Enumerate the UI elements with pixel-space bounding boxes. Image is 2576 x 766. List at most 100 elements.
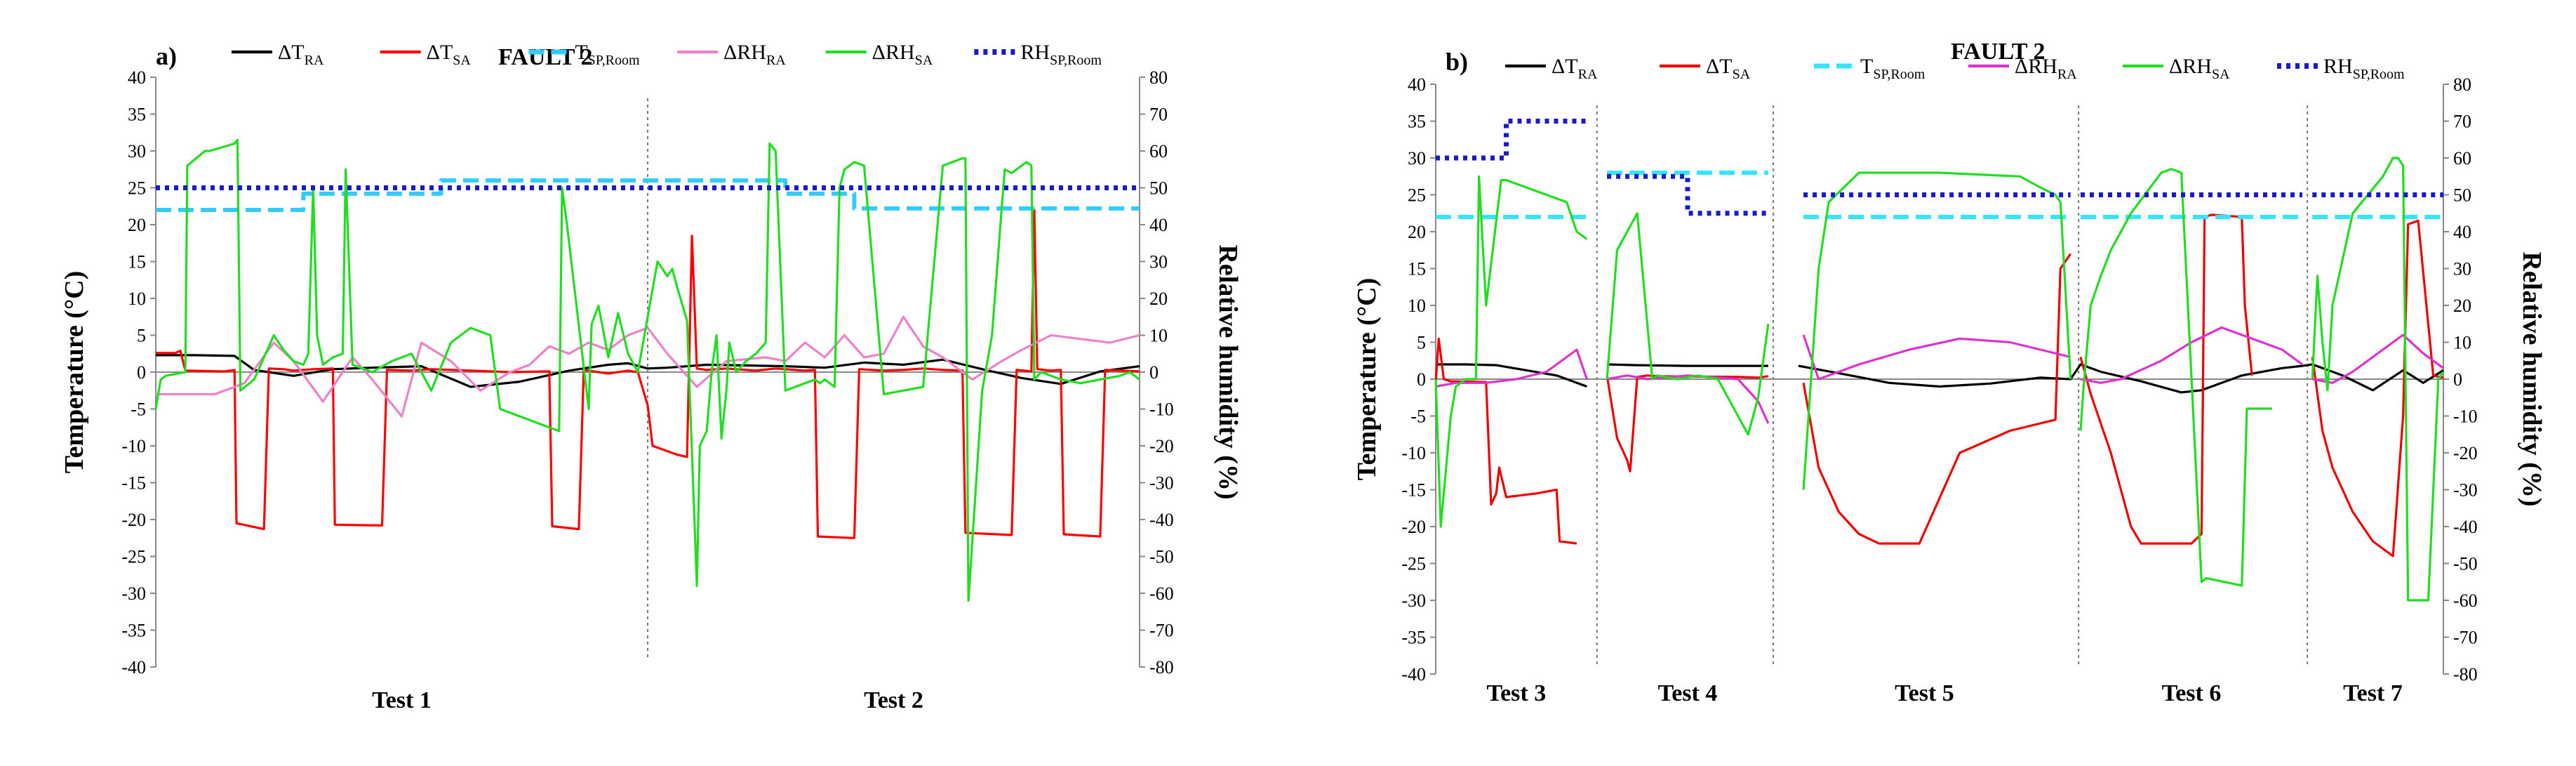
- y2-axis-label: Relative humidity (%): [1213, 244, 1243, 499]
- legend-label-dTRA: ΔTRA: [278, 41, 324, 68]
- series-line-RHSP: [1436, 119, 2443, 216]
- legend-label-dRHRA: ΔRHRA: [723, 41, 786, 68]
- y-tick-label: -10: [1401, 443, 1426, 463]
- y-tick-label: 30: [1408, 148, 1426, 169]
- legend-label-dTRA: ΔTRA: [1551, 55, 1598, 82]
- y2-tick-label: -60: [2453, 590, 2478, 611]
- legend-label-dTSA: ΔTSA: [427, 41, 472, 68]
- y2-tick-label: -50: [1149, 547, 1174, 567]
- y-tick-label: 35: [128, 105, 146, 125]
- y-tick-label: -25: [121, 547, 146, 567]
- y2-tick-label: -10: [1149, 399, 1174, 420]
- y-tick-label: -5: [131, 399, 146, 420]
- y2-tick-label: -20: [2453, 443, 2478, 463]
- y2-tick-label: 20: [1149, 289, 1168, 309]
- y-tick-label: -40: [121, 657, 146, 678]
- y2-tick-label: 30: [2453, 259, 2471, 279]
- y-tick-label: -35: [121, 621, 146, 641]
- y-tick-label: 15: [1408, 259, 1426, 279]
- legend-label-dRHSA: ΔRHSA: [872, 41, 933, 68]
- test-label: Test 2: [864, 687, 923, 713]
- y2-tick-label: -30: [1149, 473, 1174, 494]
- y2-tick-label: -30: [2453, 480, 2478, 501]
- panel-label: b): [1446, 48, 1468, 76]
- test-label: Test 3: [1487, 680, 1547, 706]
- y2-tick-label: -10: [2453, 407, 2478, 427]
- legend-label-RHSP: RHSP,Room: [1020, 41, 1102, 68]
- y2-tick-label: -50: [2453, 554, 2478, 574]
- legend-label-RHSP: RHSP,Room: [2323, 55, 2405, 82]
- series-line-dRHRA: [1435, 326, 2444, 424]
- y-tick-label: -20: [121, 510, 146, 530]
- y2-tick-label: 20: [2453, 296, 2471, 316]
- series-line-TSP: [1436, 171, 2443, 219]
- y2-tick-label: 60: [1149, 141, 1168, 161]
- test-label: Test 1: [372, 687, 432, 713]
- y-tick-label: 15: [128, 252, 146, 272]
- chart-panel-a: a) FAULT 2 Temperature (°C) Relative hum…: [60, 41, 1243, 713]
- y2-axis-label: Relative humidity (%): [2517, 251, 2547, 506]
- series-line-TSP: [156, 178, 1140, 212]
- panel-label: a): [156, 42, 177, 70]
- y-tick-label: 20: [1408, 222, 1426, 242]
- y-tick-label: 10: [128, 289, 146, 309]
- y2-tick-label: 0: [2453, 369, 2462, 390]
- y-tick-label: 35: [1408, 112, 1426, 132]
- y-tick-label: 25: [1408, 185, 1426, 206]
- test-label: Test 6: [2162, 680, 2222, 706]
- y2-tick-label: 50: [2453, 185, 2471, 206]
- y2-tick-label: 40: [2453, 222, 2471, 242]
- y-tick-label: -20: [1401, 517, 1426, 537]
- series-line-dRHSA: [154, 138, 1140, 602]
- y-tick-label: 40: [128, 67, 146, 88]
- y2-tick-label: 60: [2453, 148, 2471, 169]
- series-line-dRHRA: [156, 315, 1140, 418]
- test-label: Test 7: [2343, 680, 2403, 706]
- y-tick-label: 5: [1417, 333, 1426, 353]
- y-tick-label: -10: [121, 436, 146, 456]
- series-line-dTSA: [156, 209, 1140, 539]
- y-tick-label: -30: [1401, 590, 1426, 611]
- y2-tick-label: -70: [2453, 628, 2478, 648]
- y2-tick-label: -20: [1149, 436, 1174, 456]
- series-line-dTRA: [156, 354, 1140, 388]
- y-tick-label: 25: [128, 178, 146, 199]
- y2-tick-label: 10: [2453, 333, 2471, 353]
- chart-title: FAULT 2: [1951, 39, 2045, 65]
- chart-title: FAULT 2: [498, 44, 592, 70]
- y-tick-label: -30: [121, 583, 146, 604]
- chart-panel-b: b) FAULT 2 Temperature (°C) Relative hum…: [1352, 39, 2547, 706]
- legend-label-TSP: TSP,Room: [1860, 55, 1926, 82]
- series-line-dTSA: [1434, 213, 2444, 557]
- y-tick-label: -40: [1401, 664, 1426, 685]
- legend-label-dRHSA: ΔRHSA: [2169, 55, 2230, 82]
- y-tick-label: -35: [1401, 628, 1426, 648]
- y-tick-label: 30: [128, 141, 146, 161]
- test-label: Test 5: [1895, 680, 1954, 706]
- y2-tick-label: 80: [2453, 74, 2471, 95]
- legend-label-TSP: TSP,Room: [575, 41, 640, 68]
- legend-label-dRHRA: ΔRHRA: [2015, 55, 2077, 82]
- y2-tick-label: -80: [2453, 664, 2478, 685]
- y-tick-label: -5: [1410, 407, 1426, 427]
- y-tick-label: -15: [121, 473, 146, 494]
- y-tick-label: 40: [1408, 74, 1426, 95]
- series-line-dTRA: [1436, 363, 2444, 394]
- y2-tick-label: 0: [1149, 362, 1159, 383]
- y-axis-label: Temperature (°C): [1352, 278, 1382, 481]
- y-axis-label: Temperature (°C): [60, 271, 89, 474]
- y-tick-label: 5: [137, 326, 146, 346]
- test-label: Test 4: [1658, 680, 1718, 706]
- y2-tick-label: 40: [1149, 215, 1168, 235]
- y2-tick-label: -40: [1149, 510, 1174, 530]
- y2-tick-label: 50: [1149, 178, 1168, 199]
- y2-tick-label: -40: [2453, 517, 2478, 537]
- y2-tick-label: 10: [1149, 326, 1168, 346]
- y-tick-label: -25: [1401, 554, 1426, 574]
- y2-tick-label: -60: [1149, 583, 1174, 604]
- y-tick-label: 0: [1417, 369, 1426, 390]
- y2-tick-label: -80: [1149, 657, 1174, 678]
- y-tick-label: 0: [137, 362, 146, 383]
